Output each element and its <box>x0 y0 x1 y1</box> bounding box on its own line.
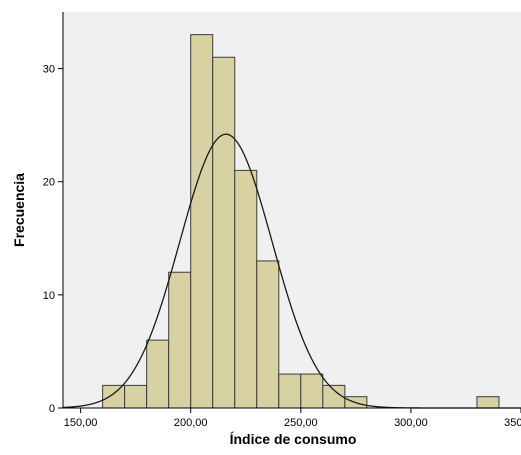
histogram-bar <box>190 34 214 409</box>
histogram-bar <box>300 373 324 409</box>
x-tick-label: 200,00 <box>174 417 208 429</box>
histogram-bar <box>234 169 258 409</box>
y-axis-title: Frecuencia <box>11 173 27 247</box>
histogram-bar <box>102 384 126 409</box>
x-tick-label: 350,00 <box>504 417 521 429</box>
histogram-bars <box>102 34 500 409</box>
y-tick-label: 10 <box>43 290 55 302</box>
histogram-bar <box>124 384 148 409</box>
x-tick-label: 250,00 <box>284 417 318 429</box>
x-axis-ticks: 150,00 200,00 250,00 300,00 350,00 <box>64 408 521 429</box>
y-tick-label: 30 <box>43 64 55 76</box>
plot-area <box>63 12 521 408</box>
histogram-bar <box>168 271 192 409</box>
histogram-bar <box>476 396 500 409</box>
x-tick-label: 300,00 <box>394 417 428 429</box>
histogram-bar <box>256 260 280 409</box>
y-axis-ticks: 0 10 20 30 <box>43 64 63 415</box>
histogram-bar <box>278 373 302 409</box>
histogram-bar <box>212 56 236 409</box>
y-tick-label: 0 <box>49 403 55 415</box>
histogram-bar <box>146 339 170 409</box>
y-tick-label: 20 <box>43 177 55 189</box>
x-tick-label: 150,00 <box>64 417 98 429</box>
x-axis-title: Índice de consumo <box>230 431 357 447</box>
